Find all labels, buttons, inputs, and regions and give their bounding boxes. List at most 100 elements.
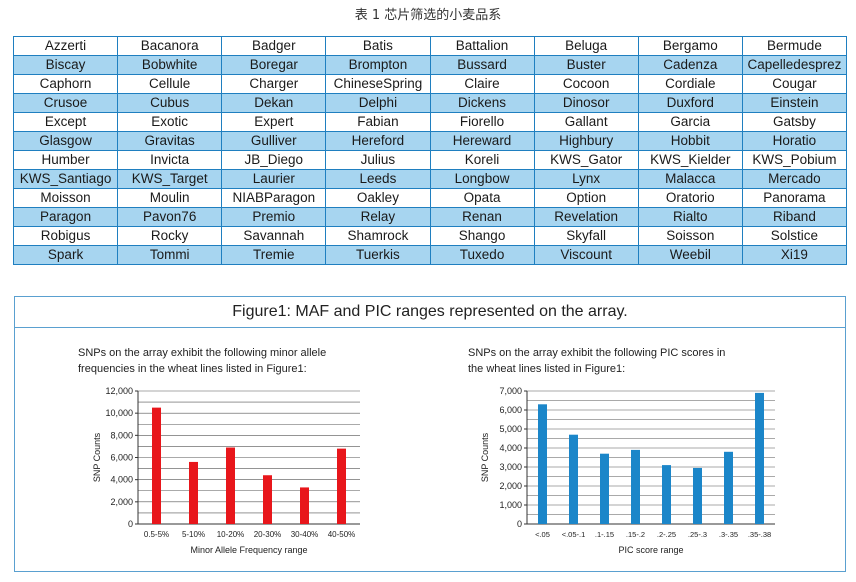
variety-cell: Cadenza <box>637 55 743 75</box>
variety-cell: Viscount <box>533 245 639 265</box>
y-tick-label: 2,000 <box>110 497 133 507</box>
table-row: Glasgow Gravitas Gulliver Hereford Hereward H… <box>12 131 848 151</box>
x-tick-label: .15-.2 <box>626 530 645 539</box>
y-tick-label: 0 <box>517 519 522 529</box>
variety-cell: Longbow <box>429 169 535 189</box>
x-tick-label: .1-.15 <box>595 530 614 539</box>
bar <box>724 451 733 524</box>
bar <box>538 404 547 524</box>
variety-cell: Julius <box>325 150 431 170</box>
y-tick-label: 5,000 <box>499 424 522 434</box>
variety-cell: Boregar <box>221 55 327 75</box>
maf-bar-chart: 0 2,000 4,000 6,000 8,000 10,000 12,000 SNP Cou… <box>92 386 360 555</box>
x-tick-label: <.05-.1 <box>562 530 586 539</box>
variety-cell: Brompton <box>325 55 431 75</box>
variety-cell: Tuerkis <box>325 245 431 265</box>
table-row: Robigus Rocky Savannah Shamrock Shango Skyfal… <box>12 226 848 246</box>
variety-cell: Garcia <box>637 112 743 132</box>
variety-cell: Relay <box>325 207 431 227</box>
y-tick-label: 7,000 <box>499 386 522 396</box>
variety-cell: Cocoon <box>533 74 639 94</box>
y-tick-label: 10,000 <box>105 408 133 418</box>
variety-cell: Bergamo <box>637 36 743 56</box>
y-tick-label: 0 <box>128 519 133 529</box>
variety-cell: Robigus <box>12 226 119 246</box>
y-axis-label: SNP Counts <box>480 432 490 482</box>
variety-cell: Delphi <box>325 93 431 113</box>
maf-description-line1: SNPs on the array exhibit the following … <box>78 347 327 359</box>
bar <box>300 487 309 524</box>
x-tick-label: 20-30% <box>254 530 282 539</box>
variety-cell: Oratorio <box>637 188 743 208</box>
bar <box>755 392 764 524</box>
pic-description-line1: SNPs on the array exhibit the following … <box>468 347 726 359</box>
variety-cell: Cordiale <box>637 74 743 94</box>
table-row: Caphorn Cellule Charger ChineseSpring Claire… <box>12 74 848 94</box>
variety-cell: KWS_Gator <box>533 150 639 170</box>
variety-cell: Weebil <box>637 245 743 265</box>
variety-cell: KWS_Pobium <box>741 150 848 170</box>
variety-cell: Soisson <box>637 226 743 246</box>
variety-cell: Rocky <box>117 226 223 246</box>
table-row: Moisson Moulin NIABParagon Oakley Opata Optio… <box>12 188 848 208</box>
variety-cell: Exotic <box>117 112 223 132</box>
variety-cell: Spark <box>12 245 119 265</box>
table-row: Except Exotic Expert Fabian Fiorello Gallant G… <box>12 112 848 132</box>
x-tick-label: 10-20% <box>217 530 245 539</box>
y-tick-label: 6,000 <box>499 405 522 415</box>
bar <box>226 447 235 524</box>
variety-cell: Opata <box>429 188 535 208</box>
variety-cell: Hereward <box>429 131 535 151</box>
figure-title: Figure1: MAF and PIC ranges represented … <box>15 297 845 328</box>
bar <box>263 475 272 524</box>
variety-cell: Einstein <box>741 93 848 113</box>
variety-cell: Oakley <box>325 188 431 208</box>
variety-cell: Dickens <box>429 93 535 113</box>
table-row: Azzerti Bacanora Badger Batis Battalion Belug… <box>12 36 848 56</box>
x-tick-label: .35-.38 <box>748 530 771 539</box>
variety-cell: Rialto <box>637 207 743 227</box>
bar <box>337 448 346 524</box>
variety-cell: Tremie <box>221 245 327 265</box>
x-tick-label: .25-.3 <box>688 530 707 539</box>
variety-cell: Shamrock <box>325 226 431 246</box>
variety-cell: Caphorn <box>12 74 119 94</box>
variety-cell: Badger <box>221 36 327 56</box>
variety-cell: KWS_Target <box>117 169 223 189</box>
variety-cell: Highbury <box>533 131 639 151</box>
variety-cell: Gatsby <box>741 112 848 132</box>
table-row: Crusoe Cubus Dekan Delphi Dickens Dinosor Duxf… <box>12 93 848 113</box>
variety-cell: Charger <box>221 74 327 94</box>
bar <box>600 453 609 524</box>
x-tick-label: 40-50% <box>328 530 356 539</box>
x-tick-label: 0.5-5% <box>144 530 169 539</box>
bar <box>189 461 198 524</box>
variety-cell: KWS_Kielder <box>637 150 743 170</box>
maf-description: SNPs on the array exhibit the following … <box>78 345 326 377</box>
variety-cell: Malacca <box>637 169 743 189</box>
variety-cell: Moulin <box>117 188 223 208</box>
variety-cell: Koreli <box>429 150 535 170</box>
table-row: Spark Tommi Tremie Tuerkis Tuxedo Viscount Wee… <box>12 245 848 265</box>
variety-cell: Gravitas <box>117 131 223 151</box>
variety-cell: Riband <box>741 207 848 227</box>
variety-cell: Except <box>12 112 119 132</box>
table-row: Biscay Bobwhite Boregar Brompton Bussard Bust… <box>12 55 848 75</box>
variety-cell: Hobbit <box>637 131 743 151</box>
variety-cell: Tuxedo <box>429 245 535 265</box>
variety-cell: Tommi <box>117 245 223 265</box>
variety-cell: Fiorello <box>429 112 535 132</box>
variety-cell: Option <box>533 188 639 208</box>
variety-cell: Humber <box>12 150 119 170</box>
variety-cell: NIABParagon <box>221 188 327 208</box>
variety-cell: Dekan <box>221 93 327 113</box>
variety-cell: Panorama <box>741 188 848 208</box>
x-axis-label: PIC score range <box>618 545 683 555</box>
variety-cell: Mercado <box>741 169 848 189</box>
variety-cell: Crusoe <box>12 93 119 113</box>
variety-cell: Savannah <box>221 226 327 246</box>
pic-bar-chart: 0 1,000 2,000 3,000 4,000 5,000 6,000 7,000 SNP … <box>480 386 775 555</box>
variety-cell: Azzerti <box>12 36 119 56</box>
variety-cell: Pavon76 <box>117 207 223 227</box>
variety-cell: Battalion <box>429 36 535 56</box>
